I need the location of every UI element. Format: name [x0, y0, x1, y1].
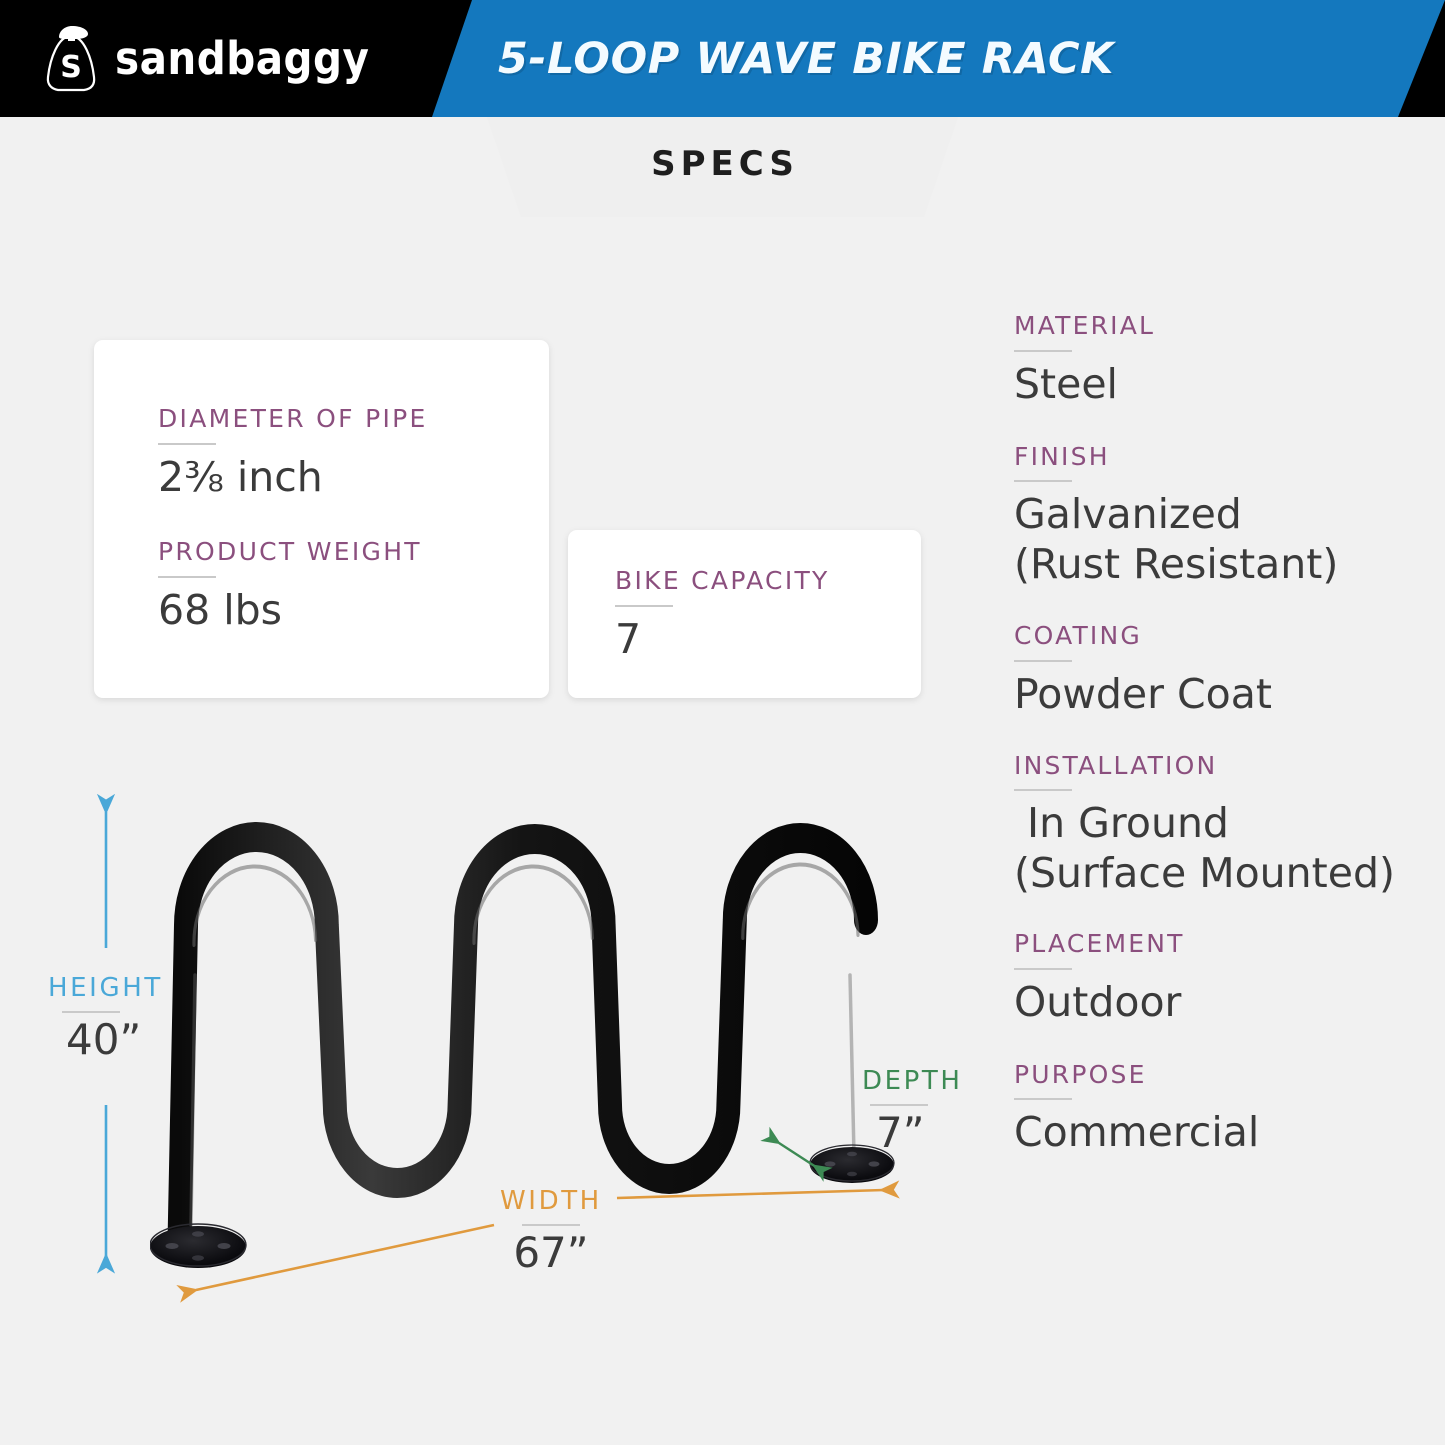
dimension-underline: [521, 1224, 580, 1226]
right-spec-list: MATERIAL Steel FINISH Galvanized (Rust R…: [1014, 312, 1434, 1157]
spec-value: 2⅜ inch: [158, 452, 323, 501]
brand-name: sandbaggy: [115, 31, 370, 85]
spec-label: BIKE CAPACITY: [615, 566, 830, 595]
specs-tab[interactable]: SPECS: [487, 117, 958, 217]
spec-product-weight: PRODUCT WEIGHT 68 lbs: [158, 538, 422, 635]
spec-underline: [1014, 659, 1072, 662]
spec-label: DIAMETER OF PIPE: [158, 404, 428, 433]
spec-label: MATERIAL: [1014, 311, 1156, 340]
spec-value: Powder Coat: [1014, 669, 1272, 718]
dimension-width: WIDTH 67”: [500, 1188, 602, 1274]
dimension-label: DEPTH: [862, 1066, 963, 1096]
spec-value: Galvanized (Rust Resistant): [1014, 490, 1339, 589]
product-title: 5-LOOP WAVE BIKE RACK: [498, 34, 1115, 84]
header-bar: S sandbaggy 5-LOOP WAVE BIKE RACK: [0, 0, 1445, 117]
dimension-value: 7”: [876, 1108, 925, 1157]
spec-diameter-of-pipe: DIAMETER OF PIPE 2⅜ inch: [158, 405, 428, 502]
svg-text:S: S: [60, 50, 82, 85]
spec-value: Outdoor: [1014, 977, 1182, 1026]
sandbag-icon: S: [46, 26, 96, 92]
dimension-value: 40”: [66, 1015, 142, 1064]
spec-underline: [615, 604, 673, 607]
spec-label: PRODUCT WEIGHT: [158, 537, 422, 566]
pipe-card: DIAMETER OF PIPE 2⅜ inch PRODUCT WEIGHT …: [94, 340, 549, 698]
spec-value: Commercial: [1014, 1108, 1260, 1157]
base-plate-left: [150, 1223, 247, 1268]
spec-underline: [158, 442, 216, 445]
spec-value: 7: [615, 614, 642, 663]
specs-tab-label: SPECS: [651, 144, 799, 184]
dimension-underline: [870, 1104, 928, 1106]
spec-label: PURPOSE: [1014, 1059, 1147, 1089]
spec-coating: COATING Powder Coat: [1014, 622, 1434, 719]
dimension-height: HEIGHT 40”: [48, 975, 163, 1061]
spec-value: 68 lbs: [158, 585, 282, 634]
spec-label: INSTALLATION: [1014, 750, 1218, 780]
dimension-depth: DEPTH 7”: [862, 1068, 963, 1154]
spec-label: COATING: [1014, 621, 1142, 651]
spec-value: Steel: [1014, 359, 1118, 408]
spec-finish: FINISH Galvanized (Rust Resistant): [1014, 443, 1434, 590]
spec-underline: [1014, 789, 1072, 792]
spec-underline: [1014, 349, 1072, 352]
spec-placement: PLACEMENT Outdoor: [1014, 930, 1434, 1027]
spec-label: PLACEMENT: [1014, 929, 1185, 959]
dimension-value: 67”: [513, 1228, 589, 1277]
title-banner: [432, 0, 1445, 117]
spec-underline: [158, 575, 216, 578]
dimension-underline: [62, 1011, 120, 1013]
spec-underline: [1014, 480, 1072, 483]
dimension-label: WIDTH: [500, 1186, 602, 1216]
brand-logo: S sandbaggy: [38, 21, 369, 95]
spec-underline: [1014, 967, 1072, 970]
spec-installation: INSTALLATION In Ground (Surface Mounted): [1014, 752, 1434, 899]
dimension-label: HEIGHT: [48, 973, 163, 1003]
spec-bike-capacity: BIKE CAPACITY 7: [615, 567, 830, 664]
spec-underline: [1014, 1098, 1072, 1101]
capacity-card: BIKE CAPACITY 7: [568, 530, 921, 698]
spec-material: MATERIAL Steel: [1014, 312, 1434, 409]
spec-label: FINISH: [1014, 441, 1110, 471]
spec-purpose: PURPOSE Commercial: [1014, 1061, 1434, 1158]
spec-value: In Ground (Surface Mounted): [1014, 799, 1395, 898]
